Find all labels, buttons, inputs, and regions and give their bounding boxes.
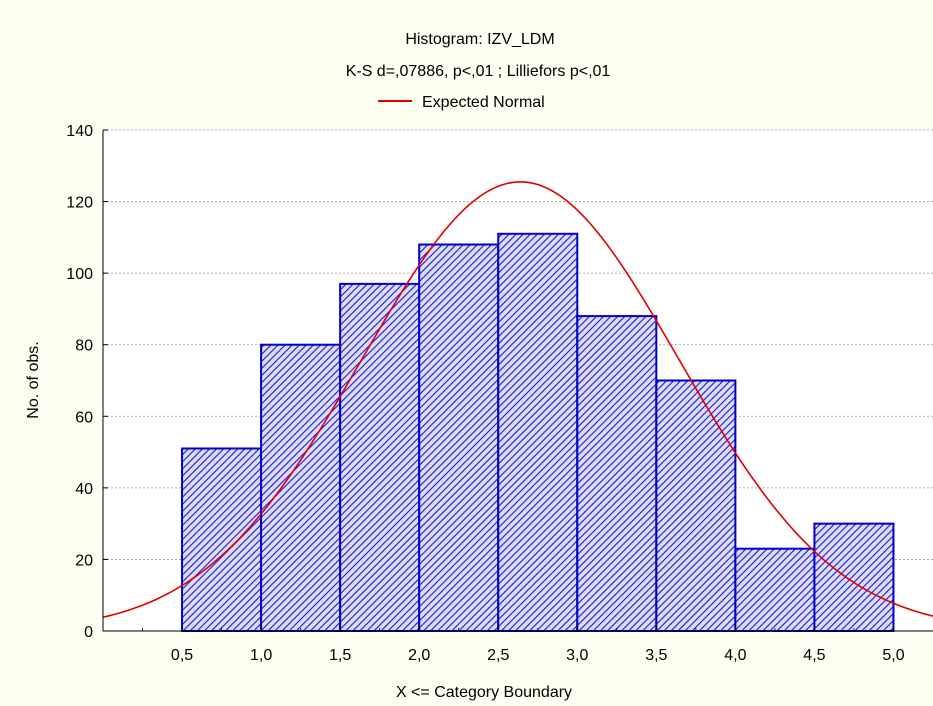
x-tick-label: 2,0: [408, 647, 430, 664]
histogram-bar: [418, 243, 500, 632]
x-tick-label: 3,0: [566, 647, 588, 664]
x-tick-label: 3,5: [645, 647, 667, 664]
y-tick-label: 140: [66, 123, 93, 140]
y-tick-label: 100: [66, 266, 93, 283]
x-tick-label: 5,0: [882, 647, 904, 664]
histogram-bars: [181, 232, 895, 633]
x-axis-ticks: 0,5 1,0 1,5 2,0 2,5 3,0 3,5 4,0 4,5 5,0: [142, 626, 905, 664]
histogram-bar: [260, 343, 342, 632]
x-tick-label: 1,5: [329, 647, 351, 664]
histogram-bar: [655, 379, 737, 632]
legend-label: Expected Normal: [422, 94, 545, 111]
x-tick-label: 1,0: [250, 647, 272, 664]
histogram-bar: [497, 232, 579, 632]
histogram-bar: [181, 447, 263, 632]
histogram-bar: [813, 522, 895, 633]
y-tick-label: 120: [66, 195, 93, 212]
x-tick-label: 0,5: [171, 647, 193, 664]
y-tick-label: 60: [75, 409, 93, 426]
y-tick-label: 0: [84, 624, 93, 641]
x-tick-label: 4,0: [724, 647, 746, 664]
y-tick-label: 40: [75, 481, 93, 498]
chart-subtitle: K-S d=,07886, p<,01 ; Lilliefors p<,01: [346, 63, 611, 80]
histogram-bar: [339, 282, 421, 632]
y-axis-ticks: 0 20 40 60 80 100 120 140: [66, 123, 108, 641]
y-tick-label: 20: [75, 552, 93, 569]
x-axis-label: X <= Category Boundary: [396, 684, 572, 701]
y-axis-label: No. of obs.: [25, 341, 42, 418]
expected-normal-curve: [103, 181, 933, 619]
legend: Expected Normal: [378, 94, 545, 111]
x-tick-label: 4,5: [803, 647, 825, 664]
y-tick-label: 80: [75, 338, 93, 355]
histogram-bar: [576, 315, 658, 632]
x-tick-label: 2,5: [487, 647, 509, 664]
histogram-bar: [734, 547, 816, 633]
chart-title: Histogram: IZV_LDM: [405, 31, 554, 48]
